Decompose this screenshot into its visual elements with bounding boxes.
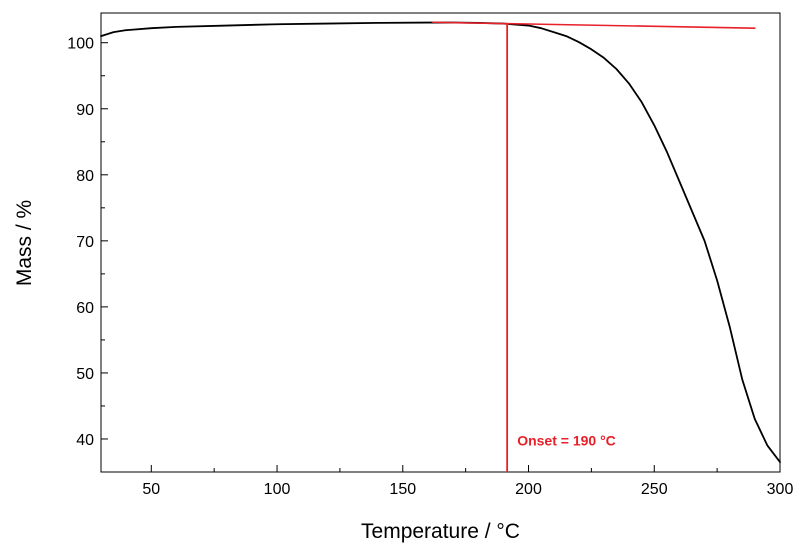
y-tick-label: 40 [76,432,94,449]
x-tick-label: 150 [389,481,416,498]
axis-ticks [101,42,781,473]
axis-tick-labels: 50 100 150 200 250 300 40 50 60 70 80 90 100 [67,36,793,498]
x-tick-label: 250 [641,481,668,498]
x-tick-label: 50 [142,481,160,498]
onset-label: Onset = 190 °C [517,432,616,448]
series-layer [100,21,781,463]
y-tick-label: 90 [76,102,94,119]
baseline-tangent-line [432,21,756,29]
mass-curve [100,21,781,463]
x-tick-label: 200 [515,481,542,498]
y-tick-label: 70 [76,234,94,251]
x-tick-label: 100 [264,481,291,498]
plot-frame [100,12,781,473]
y-tick-label: 80 [76,168,94,185]
annotation-layer: Onset = 190 °C [506,23,616,472]
y-tick-label: 60 [76,300,94,317]
y-tick-label: 100 [67,36,94,53]
x-axis-title: Temperature / °C [361,520,520,543]
x-tick-label: 300 [767,481,794,498]
y-axis-title: Mass / % [13,200,36,286]
y-tick-label: 50 [76,366,94,383]
